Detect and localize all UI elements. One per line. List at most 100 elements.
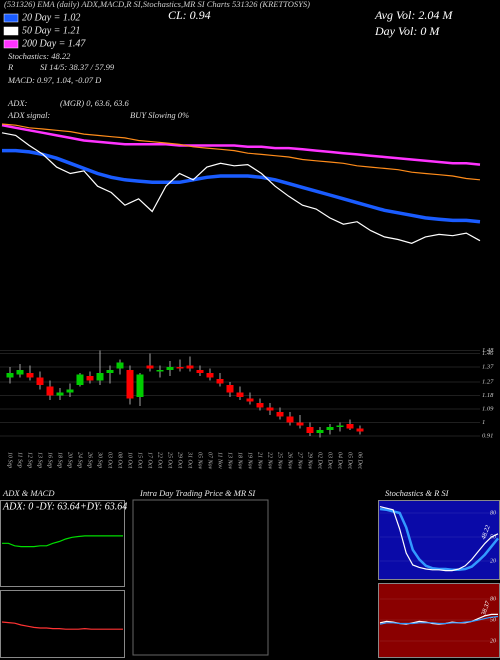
x-tick-label: 13 Nov [227,452,233,470]
y-tick-label: 1.48 [482,347,494,354]
annotation: Avg Vol: 2.04 M [374,8,453,22]
legend-label: 20 Day = 1.02 [22,12,80,23]
x-tick-label: 10 Sep [7,452,13,468]
series-line [2,535,123,548]
legend-label: 200 Day = 1.47 [22,38,86,49]
candle-body [66,389,74,393]
y-tick-label: 1.09 [482,405,494,412]
candle-body [316,430,324,433]
candle-body [26,373,34,378]
x-tick-label: 11 Nov [217,452,223,469]
y-tick-label: 1.46 [482,350,494,357]
x-tick-label: 15 Oct [137,452,143,468]
x-tick-label: 24 Sep [77,452,84,468]
candle-body [126,370,134,399]
legend-swatch [3,26,19,36]
intraday-box [132,499,269,656]
y-tick-label: 50 [490,534,496,540]
series-line [379,506,499,572]
candle-body [206,373,214,378]
x-tick-label: 19 Nov [247,452,253,470]
panel-frame [0,590,125,658]
candle-body [56,392,64,396]
candle-body [216,379,224,384]
annotation: +DY: 63.64 [80,501,127,512]
x-tick-label: 22 Oct [157,452,163,468]
x-tick-label: 10 Oct [127,452,133,468]
candle-body [236,392,244,397]
annotation: CL: 0.94 [168,8,211,22]
annotation: ADX signal: [7,110,50,120]
x-tick-label: 03 Dec [327,452,333,469]
y-tick-label: 80 [490,510,496,516]
candle-body [326,427,334,430]
candle-body [16,370,24,375]
series-line [1,123,481,181]
annotation: SI 14/5: 38.37 / 57.99 [40,62,115,72]
candle-body [336,425,344,427]
x-tick-label: 22 Nov [267,452,273,470]
candle-body [296,422,304,426]
annotation: ADX: 0 [2,501,33,512]
panel-title: Stochastics & R SI [385,488,450,498]
x-tick-label: 25 Nov [277,452,283,470]
x-tick-label: 08 Oct [117,452,123,468]
legend-swatch [3,13,19,23]
candle-body [266,407,274,411]
x-tick-label: 13 Sep [37,452,43,468]
candle-body [106,370,114,373]
y-tick-label: 20 [490,558,496,564]
annotation: (MGR) 0, 63.6, 63.6 [60,98,129,108]
series-line [379,615,499,625]
x-tick-label: 05 Dec [347,452,353,469]
candle-body [306,427,314,433]
annotation: R [7,62,14,72]
x-tick-label: 31 Oct [187,451,193,468]
series-line [1,621,123,630]
candle-body [36,377,44,385]
panel-frame [0,500,125,587]
candle-body [176,367,184,369]
candle-body [86,376,94,381]
legend-label: 50 Day = 1.21 [22,25,80,36]
candle-body [346,424,354,429]
candle-body [156,370,164,372]
candle-body [146,365,154,369]
candle-body [166,367,174,370]
x-tick-label: 27 Nov [297,452,303,470]
x-tick-label: 07 Nov [207,452,213,470]
annotation: Stochastics: 48.22 [8,51,71,61]
candle-body [286,416,294,423]
x-tick-label: 18 Nov [237,452,243,470]
x-tick-label: 21 Nov [257,452,263,470]
annotation: ADX: [7,98,28,108]
x-tick-label: 02 Dec [317,452,323,469]
y-tick-label: 1.18 [482,392,494,399]
series-line [1,132,481,244]
x-tick-label: 26 Sep [87,452,93,468]
y-tick-label: 50 [490,617,496,623]
x-tick-label: 04 Dec [337,452,344,469]
annotation: Day Vol: 0 M [374,24,440,38]
series-line [2,148,481,224]
candle-body [256,403,264,408]
candle-body [96,373,104,381]
candle-body [136,374,144,397]
x-tick-label: 20 Sep [67,452,73,468]
x-tick-label: 30 Sep [97,451,103,468]
y-tick-label: 1.27 [482,378,494,385]
candle-body [196,370,204,373]
candle-body [246,398,254,402]
x-tick-label: 17 Oct [147,452,153,468]
x-tick-label: 16 Sep [47,452,53,468]
candle-body [46,386,54,396]
x-tick-label: 26 Nov [287,452,293,470]
value-label: 48.22 [480,524,492,541]
y-tick-label: 0.91 [482,432,493,439]
annotation: BUY Slowing 0% [130,110,189,120]
x-tick-label: 18 Sep [57,452,63,468]
candle-body [116,362,124,369]
candle-body [76,374,84,385]
panel-title: ADX & MACD [2,488,55,498]
